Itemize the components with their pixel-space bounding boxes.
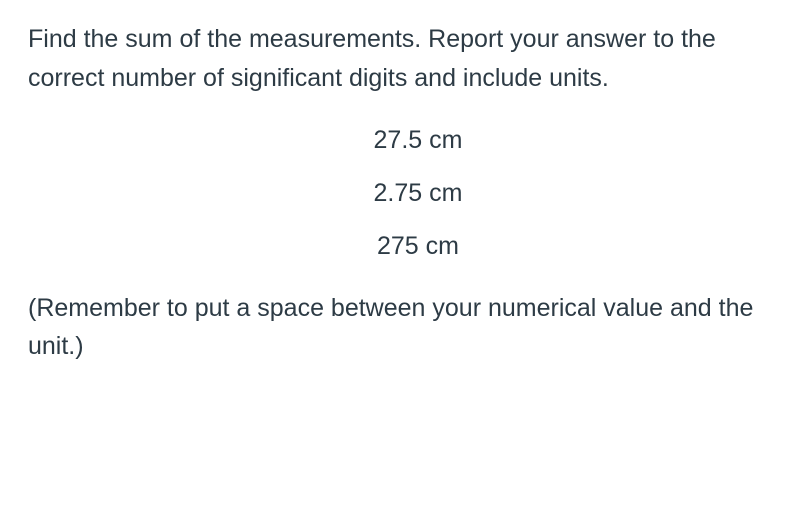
question-instruction: Find the sum of the measurements. Report… <box>28 20 772 98</box>
question-container: Find the sum of the measurements. Report… <box>28 20 772 366</box>
measurement-value: 2.75 cm <box>28 181 772 206</box>
question-note: (Remember to put a space between your nu… <box>28 289 772 367</box>
measurements-list: 27.5 cm 2.75 cm 275 cm <box>28 128 772 259</box>
measurement-value: 275 cm <box>28 234 772 259</box>
measurement-value: 27.5 cm <box>28 128 772 153</box>
